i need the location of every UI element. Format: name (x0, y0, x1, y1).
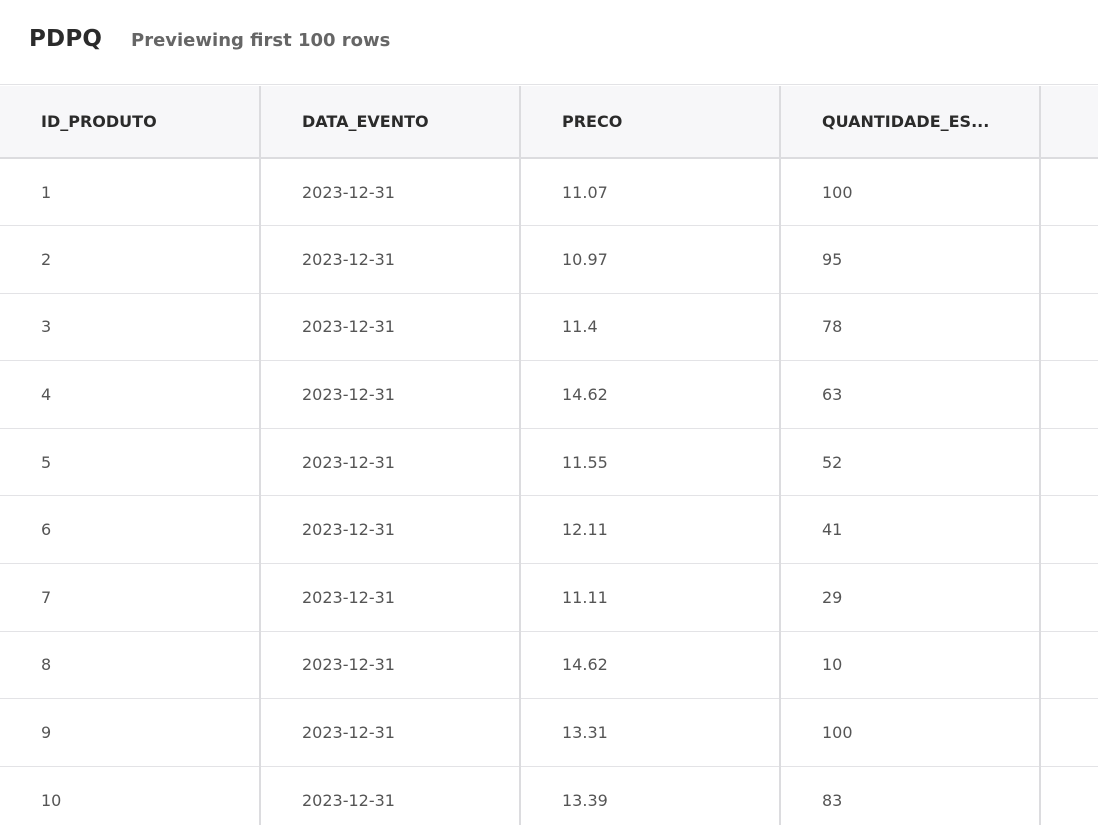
column-header-extra[interactable] (1040, 86, 1098, 159)
table-row[interactable]: 9 2023-12-31 13.31 100 (0, 698, 1098, 767)
cell-data-evento: 2023-12-31 (260, 225, 521, 294)
cell-data-evento: 2023-12-31 (260, 428, 521, 497)
cell-preco: 11.4 (520, 293, 781, 362)
cell-preco: 14.62 (520, 631, 781, 700)
cell-extra (1040, 293, 1098, 362)
column-header-quantidade[interactable]: QUANTIDADE_ES... (780, 86, 1041, 159)
cell-id-produto: 5 (0, 428, 261, 497)
data-table: ID_PRODUTO DATA_EVENTO PRECO QUANTIDADE_… (0, 86, 1098, 825)
cell-data-evento: 2023-12-31 (260, 360, 521, 429)
cell-quantidade: 41 (780, 495, 1041, 565)
data-table-container[interactable]: ID_PRODUTO DATA_EVENTO PRECO QUANTIDADE_… (0, 86, 1098, 825)
cell-extra (1040, 631, 1098, 700)
cell-id-produto: 10 (0, 766, 261, 825)
table-row[interactable]: 5 2023-12-31 11.55 52 (0, 428, 1098, 497)
cell-extra (1040, 225, 1098, 294)
cell-id-produto: 3 (0, 293, 261, 362)
cell-data-evento: 2023-12-31 (260, 495, 521, 565)
table-row[interactable]: 10 2023-12-31 13.39 83 (0, 766, 1098, 825)
cell-extra (1040, 495, 1098, 565)
table-row[interactable]: 7 2023-12-31 11.11 29 (0, 563, 1098, 632)
cell-preco: 11.07 (520, 158, 781, 227)
cell-quantidade: 78 (780, 293, 1041, 362)
column-header-preco[interactable]: PRECO (520, 86, 781, 159)
cell-extra (1040, 766, 1098, 825)
table-row[interactable]: 6 2023-12-31 12.11 41 (0, 495, 1098, 565)
cell-data-evento: 2023-12-31 (260, 563, 521, 632)
cell-quantidade: 52 (780, 428, 1041, 497)
cell-preco: 14.62 (520, 360, 781, 429)
preview-subtitle: Previewing first 100 rows (131, 30, 391, 51)
cell-id-produto: 9 (0, 698, 261, 767)
cell-quantidade: 100 (780, 158, 1041, 227)
cell-extra (1040, 158, 1098, 227)
table-body: 1 2023-12-31 11.07 100 2 2023-12-31 10.97 95 3 20… (0, 158, 1098, 825)
cell-extra (1040, 698, 1098, 767)
dataset-title: PDPQ (29, 26, 103, 52)
cell-preco: 10.97 (520, 225, 781, 294)
cell-id-produto: 4 (0, 360, 261, 429)
cell-id-produto: 6 (0, 495, 261, 565)
cell-id-produto: 8 (0, 631, 261, 700)
cell-quantidade: 83 (780, 766, 1041, 825)
cell-extra (1040, 563, 1098, 632)
cell-id-produto: 2 (0, 225, 261, 294)
cell-preco: 11.55 (520, 428, 781, 497)
cell-quantidade: 100 (780, 698, 1041, 767)
cell-extra (1040, 360, 1098, 429)
cell-id-produto: 1 (0, 158, 261, 227)
cell-preco: 12.11 (520, 495, 781, 565)
table-header-row: ID_PRODUTO DATA_EVENTO PRECO QUANTIDADE_… (0, 86, 1098, 159)
cell-quantidade: 29 (780, 563, 1041, 632)
cell-quantidade: 95 (780, 225, 1041, 294)
cell-data-evento: 2023-12-31 (260, 158, 521, 227)
cell-data-evento: 2023-12-31 (260, 766, 521, 825)
cell-preco: 11.11 (520, 563, 781, 632)
column-header-id-produto[interactable]: ID_PRODUTO (0, 86, 261, 159)
table-row[interactable]: 3 2023-12-31 11.4 78 (0, 293, 1098, 362)
preview-header: PDPQ Previewing first 100 rows (0, 0, 1098, 85)
cell-extra (1040, 428, 1098, 497)
cell-data-evento: 2023-12-31 (260, 698, 521, 767)
cell-data-evento: 2023-12-31 (260, 631, 521, 700)
cell-data-evento: 2023-12-31 (260, 293, 521, 362)
cell-quantidade: 10 (780, 631, 1041, 700)
table-row[interactable]: 1 2023-12-31 11.07 100 (0, 158, 1098, 227)
cell-preco: 13.39 (520, 766, 781, 825)
table-row[interactable]: 8 2023-12-31 14.62 10 (0, 631, 1098, 700)
cell-preco: 13.31 (520, 698, 781, 767)
cell-id-produto: 7 (0, 563, 261, 632)
table-row[interactable]: 4 2023-12-31 14.62 63 (0, 360, 1098, 429)
table-row[interactable]: 2 2023-12-31 10.97 95 (0, 225, 1098, 294)
cell-quantidade: 63 (780, 360, 1041, 429)
column-header-data-evento[interactable]: DATA_EVENTO (260, 86, 521, 159)
